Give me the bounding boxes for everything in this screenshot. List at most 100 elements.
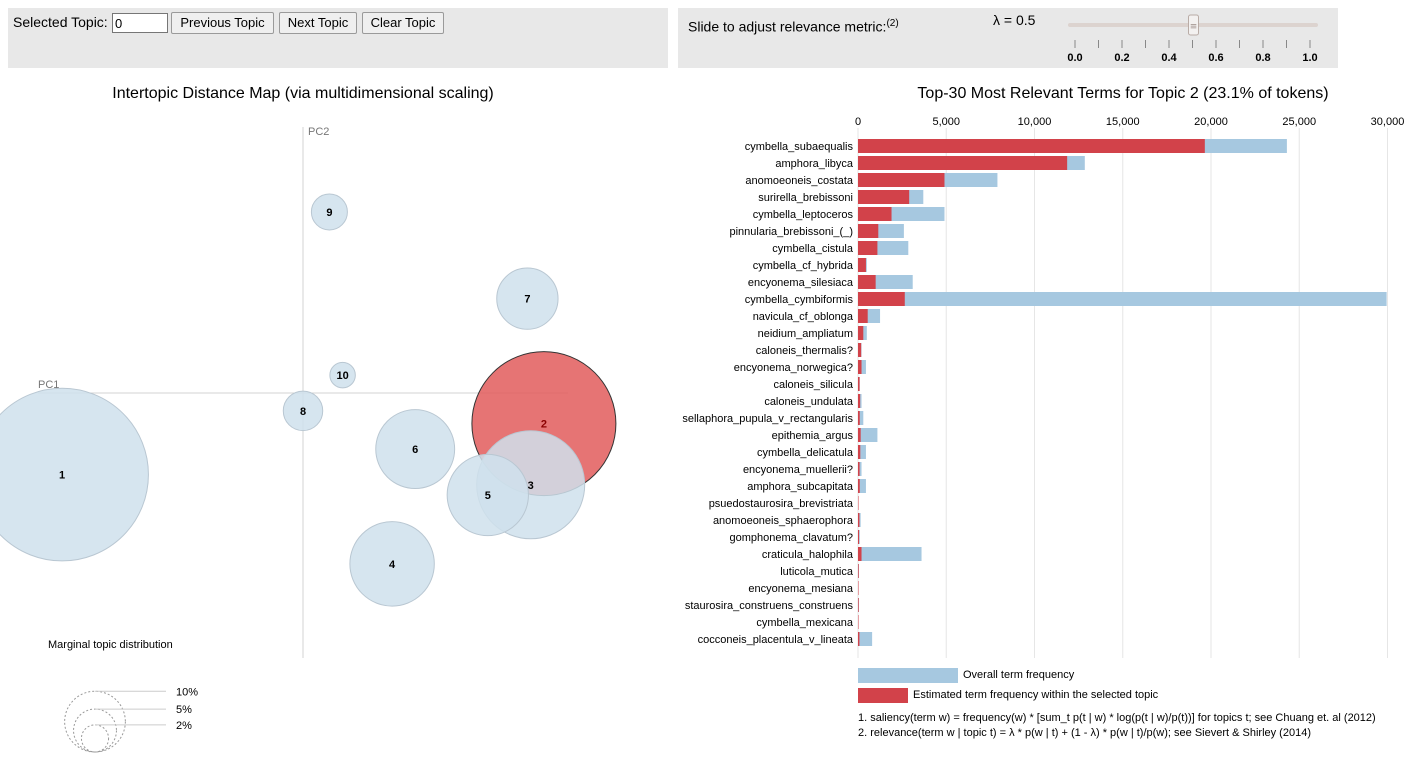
term-label-anomoeoneis_costata[interactable]: anomoeoneis_costata (745, 175, 854, 187)
clear-topic-button[interactable]: Clear Topic (362, 12, 444, 34)
topic-bar-encyonema_silesiaca[interactable] (858, 275, 876, 289)
term-label-amphora_libyca[interactable]: amphora_libyca (775, 158, 854, 170)
topic-bar-cocconeis_placentula_v_lineata[interactable] (858, 632, 860, 646)
term-label-amphora_subcapitata[interactable]: amphora_subcapitata (747, 481, 854, 493)
topic-label-10: 10 (336, 370, 348, 382)
topic-bar-caloneis_silicula[interactable] (858, 377, 860, 391)
term-label-staurosira_construens_construens[interactable]: staurosira_construens_construens (685, 600, 854, 612)
term-label-cocconeis_placentula_v_lineata[interactable]: cocconeis_placentula_v_lineata (698, 634, 854, 646)
topic-circle-10[interactable] (329, 361, 356, 389)
topic-bar-amphora_subcapitata[interactable] (858, 479, 860, 493)
topic-circle-6[interactable] (375, 409, 456, 490)
term-label-caloneis_undulata[interactable]: caloneis_undulata (764, 396, 854, 408)
topic-bar-navicula_cf_oblonga[interactable] (858, 309, 868, 323)
topic-circle-1[interactable] (0, 387, 149, 562)
term-label-cymbella_cistula[interactable]: cymbella_cistula (772, 243, 854, 255)
topic-circles[interactable] (0, 193, 617, 607)
intertopic-map-title: Intertopic Distance Map (via multidimens… (112, 85, 494, 102)
term-label-epithemia_argus[interactable]: epithemia_argus (772, 430, 854, 442)
topic-circle-9[interactable] (310, 193, 348, 231)
bar-axis-tick-label: 10,000 (1018, 116, 1052, 128)
topic-bar-cymbella_cf_hybrida[interactable] (858, 258, 866, 272)
term-label-caloneis_thermalis?[interactable]: caloneis_thermalis? (756, 345, 853, 357)
topic-bar-anomoeoneis_sphaerophora[interactable] (858, 513, 860, 527)
term-label-cymbella_cymbiformis[interactable]: cymbella_cymbiformis (745, 294, 854, 306)
topic-frequency-bars[interactable] (858, 139, 1205, 646)
slider-tick-label: 0.2 (1114, 52, 1129, 64)
topic-bar-cymbella_delicatula[interactable] (858, 445, 861, 459)
next-topic-button[interactable]: Next Topic (279, 12, 357, 34)
topic-bar-cymbella_cymbiformis[interactable] (858, 292, 905, 306)
term-label-cymbella_delicatula[interactable]: cymbella_delicatula (757, 447, 854, 459)
topic-bar-cymbella_leptoceros[interactable] (858, 207, 892, 221)
topic-bar-cymbella_mexicana[interactable] (858, 615, 859, 629)
overall-bar-cymbella_delicatula[interactable] (858, 445, 866, 459)
relevance-slider[interactable]: 0.0 0.2 0.4 0.6 0.8 1.0 ≡ (1067, 14, 1318, 64)
topic-labels: 1 2 3 4 5 6 7 8 9 10 (59, 207, 547, 571)
topic-bar-cymbella_subaequalis[interactable] (858, 139, 1205, 153)
term-label-caloneis_silicula[interactable]: caloneis_silicula (774, 379, 854, 391)
topic-bar-luticola_mutica[interactable] (858, 564, 859, 578)
term-label-luticola_mutica[interactable]: luticola_mutica (780, 566, 854, 578)
term-label-sellaphora_pupula_v_rectangularis[interactable]: sellaphora_pupula_v_rectangularis (682, 413, 853, 425)
topic-bar-pinnularia_brebissoni_(_)[interactable] (858, 224, 879, 238)
slider-thumb[interactable] (1188, 14, 1199, 36)
topic-bar-staurosira_construens_construens[interactable] (858, 598, 859, 612)
topic-bar-amphora_libyca[interactable] (858, 156, 1068, 170)
topic-bar-encyonema_norwegica?[interactable] (858, 360, 862, 374)
topic-bar-psuedostaurosira_brevistriata[interactable] (858, 496, 859, 510)
overall-bar-amphora_subcapitata[interactable] (858, 479, 866, 493)
term-label-encyonema_mesiana[interactable]: encyonema_mesiana (748, 583, 853, 595)
overall-bar-craticula_halophila[interactable] (858, 547, 922, 561)
topic-bar-encyonema_muellerii?[interactable] (858, 462, 860, 476)
term-label-cymbella_leptoceros[interactable]: cymbella_leptoceros (753, 209, 854, 221)
term-label-encyonema_norwegica?[interactable]: encyonema_norwegica? (734, 362, 853, 374)
overall-bar-epithemia_argus[interactable] (858, 428, 878, 442)
pc1-axis-label: PC1 (38, 379, 59, 391)
topic-bar-cymbella_cistula[interactable] (858, 241, 878, 255)
term-labels[interactable]: cymbella_subaequalis amphora_libycaanomoe… (682, 141, 854, 646)
selected-topic-input[interactable] (112, 13, 168, 33)
overall-bar-encyonema_muellerii?[interactable] (858, 462, 862, 476)
topic-circle-5[interactable] (446, 453, 529, 537)
lambda-readout: λ = 0.5 (993, 12, 1036, 28)
term-label-encyonema_muellerii?[interactable]: encyonema_muellerii? (743, 464, 853, 476)
overall-bar-sellaphora_pupula_v_rectangularis[interactable] (858, 411, 864, 425)
overall-bar-encyonema_norwegica?[interactable] (858, 360, 866, 374)
size-legend-circle (73, 708, 117, 753)
topic-legend-label: Estimated term frequency within the sele… (913, 689, 1159, 701)
term-label-encyonema_silesiaca[interactable]: encyonema_silesiaca (748, 277, 854, 289)
term-label-cymbella_subaequalis[interactable]: cymbella_subaequalis (745, 141, 854, 153)
topic-bar-neidium_ampliatum[interactable] (858, 326, 864, 340)
topic-bar-encyonema_mesiana[interactable] (858, 581, 859, 595)
slider-handle[interactable]: ≡ (1188, 14, 1199, 36)
bar-axis-tick-label: 15,000 (1106, 116, 1140, 128)
topic-bar-anomoeoneis_costata[interactable] (858, 173, 945, 187)
term-label-gomphonema_clavatum?[interactable]: gomphonema_clavatum? (729, 532, 853, 544)
term-label-surirella_brebissoni[interactable]: surirella_brebissoni (758, 192, 853, 204)
term-label-craticula_halophila[interactable]: craticula_halophila (762, 549, 854, 561)
term-label-navicula_cf_oblonga[interactable]: navicula_cf_oblonga (753, 311, 854, 323)
previous-topic-button[interactable]: Previous Topic (171, 12, 274, 34)
term-label-pinnularia_brebissoni_(_)[interactable]: pinnularia_brebissoni_(_) (729, 226, 853, 238)
topic-bar-caloneis_thermalis?[interactable] (858, 343, 862, 357)
overall-bar-cymbella_cymbiformis[interactable] (858, 292, 1387, 306)
overall-bar-cocconeis_placentula_v_lineata[interactable] (858, 632, 873, 646)
topic-bar-caloneis_undulata[interactable] (858, 394, 861, 408)
topic-circle-7[interactable] (496, 267, 559, 330)
topic-circle-4[interactable] (349, 521, 435, 607)
size-legend-circle (80, 724, 110, 753)
topic-bar-craticula_halophila[interactable] (858, 547, 862, 561)
term-label-neidium_ampliatum[interactable]: neidium_ampliatum (758, 328, 853, 340)
slider-tick-label: 0.4 (1161, 52, 1177, 64)
selected-topic-label: Selected Topic: (13, 14, 108, 30)
topic-bar-gomphonema_clavatum?[interactable] (858, 530, 860, 544)
term-label-cymbella_mexicana[interactable]: cymbella_mexicana (756, 617, 853, 629)
term-label-anomoeoneis_sphaerophora[interactable]: anomoeoneis_sphaerophora (713, 515, 854, 527)
topic-circle-8[interactable] (282, 390, 324, 432)
topic-bar-epithemia_argus[interactable] (858, 428, 861, 442)
term-label-cymbella_cf_hybrida[interactable]: cymbella_cf_hybrida (753, 260, 854, 272)
topic-bar-sellaphora_pupula_v_rectangularis[interactable] (858, 411, 860, 425)
term-label-psuedostaurosira_brevistriata[interactable]: psuedostaurosira_brevistriata (709, 498, 854, 510)
topic-bar-surirella_brebissoni[interactable] (858, 190, 910, 204)
